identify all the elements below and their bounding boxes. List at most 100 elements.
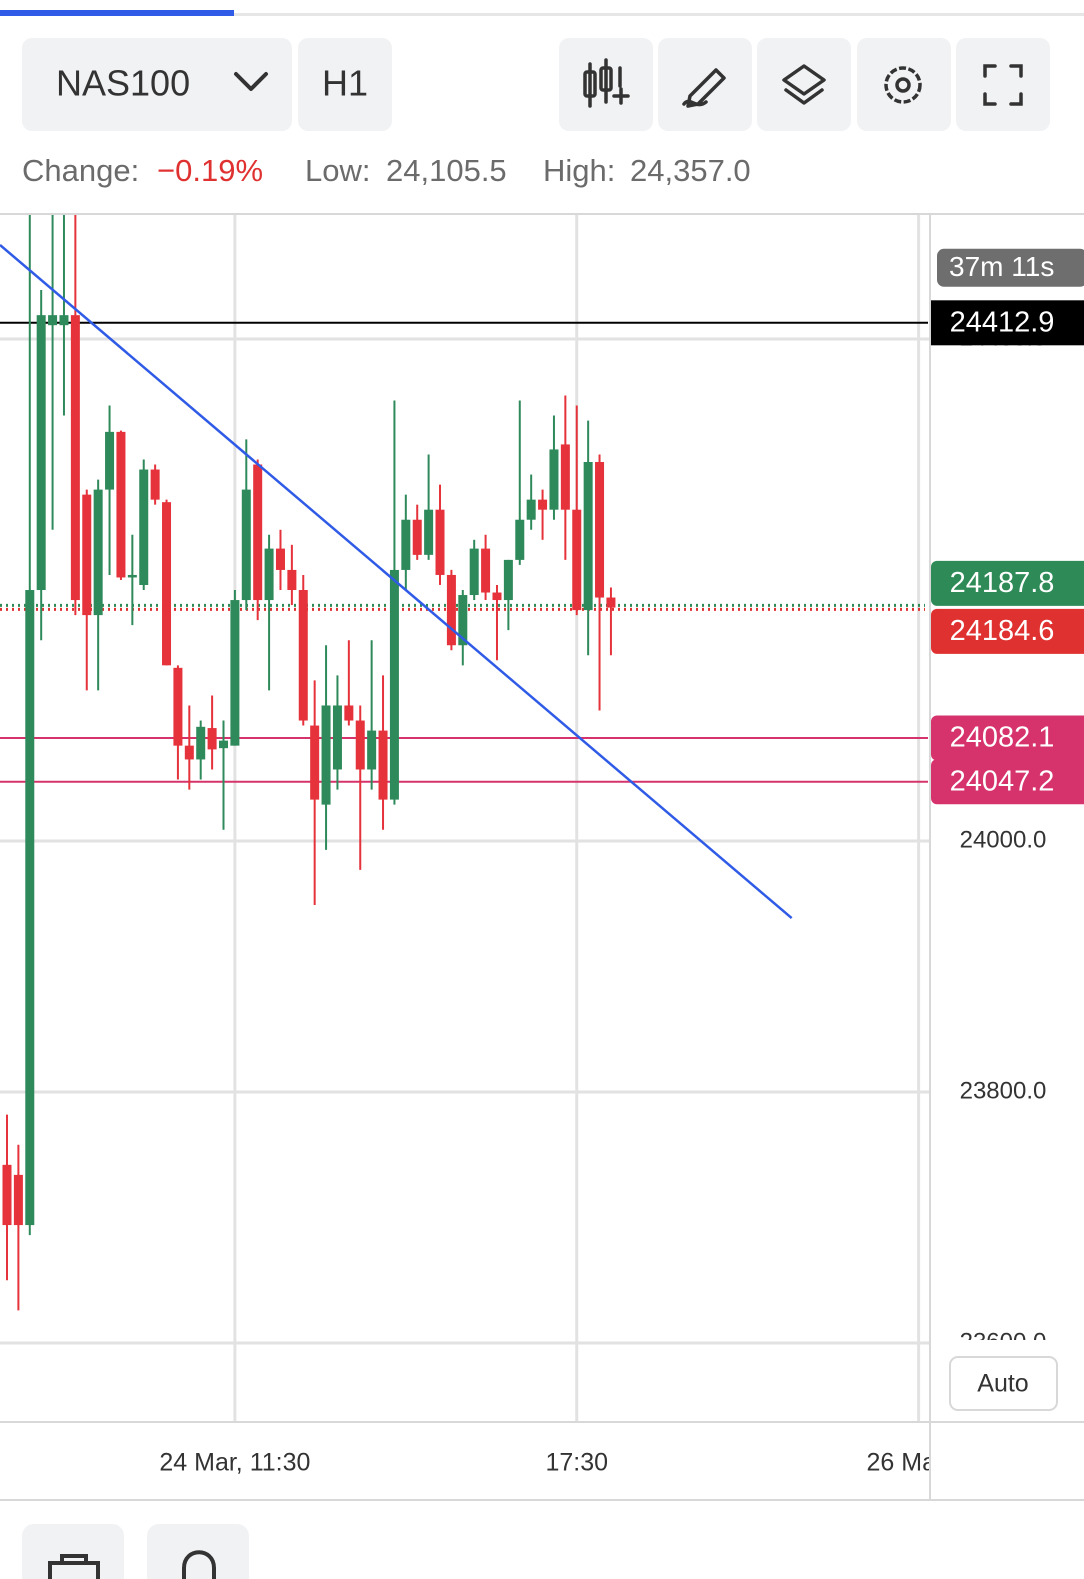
draw-button[interactable]	[658, 38, 752, 131]
grid	[0, 215, 930, 1422]
candle-body	[424, 509, 434, 555]
stat-value: 24,357.0	[630, 153, 751, 188]
candle-body	[162, 502, 172, 666]
candle-body	[515, 519, 525, 560]
symbol: NAS100	[56, 63, 190, 104]
pen-icon	[682, 68, 726, 108]
fullscreen-icon	[983, 64, 1023, 106]
candle-body	[595, 461, 605, 598]
price-tag	[931, 759, 1084, 805]
timeframe: H1	[322, 63, 368, 104]
x-tick-label: 17:30	[545, 1449, 608, 1477]
stat-label: High:	[543, 153, 615, 188]
layers-icon	[782, 64, 826, 105]
gear-icon	[884, 66, 922, 104]
candle-body	[355, 720, 365, 770]
layers-button[interactable]	[757, 38, 851, 131]
alerts-button[interactable]	[147, 1524, 249, 1579]
price-tag-label: 24184.6	[950, 615, 1055, 647]
candle-body	[503, 559, 513, 601]
candle-body	[241, 489, 251, 601]
chevron-icon	[234, 72, 268, 91]
candle-body	[344, 705, 354, 721]
price-tag-label: 24082.1	[950, 722, 1055, 754]
candle-body	[492, 592, 502, 601]
button-bg	[298, 38, 392, 131]
candle-body	[549, 449, 559, 510]
candle-body	[184, 745, 194, 760]
countdown-label: 37m 11s	[949, 251, 1054, 282]
settings-button[interactable]	[857, 38, 951, 131]
candle-body	[332, 705, 342, 770]
price-tag	[931, 560, 1084, 606]
button-bg	[22, 1524, 124, 1579]
candle-body	[196, 726, 206, 760]
plot-area	[0, 215, 928, 1311]
candle-body	[560, 444, 570, 510]
candle-body	[93, 489, 103, 616]
time-axis: 24 Mar, 11:30 17:30 26 Mar, 2	[159, 1449, 970, 1477]
candle-body	[606, 597, 616, 608]
candle-body	[2, 1164, 12, 1226]
candle-body	[36, 315, 46, 591]
candle-body	[82, 494, 92, 616]
auto-label: Auto	[977, 1370, 1028, 1398]
candle-body	[321, 705, 331, 805]
indicators-button[interactable]	[559, 38, 653, 131]
button-bg	[757, 38, 851, 131]
x-tick-label: 26 Mar, 2	[866, 1449, 970, 1477]
stat-value: −0.19%	[157, 153, 263, 188]
candle-body	[298, 590, 308, 721]
candle-body	[538, 499, 548, 510]
candle-body	[13, 1174, 23, 1226]
candle-body	[572, 509, 582, 611]
candle-body	[230, 600, 240, 746]
fullscreen-button[interactable]	[956, 38, 1050, 131]
candle-body	[401, 519, 411, 570]
candle-body	[25, 590, 35, 1226]
symbol-selector[interactable]: NAS100	[22, 38, 292, 131]
candle-body	[583, 461, 593, 611]
price-tag	[931, 300, 1084, 346]
price-tags: 24412.9 24187.8 24184.6 24082.1 24047.2 37m 1…	[931, 248, 1084, 805]
candle-body	[127, 574, 137, 578]
button-bg	[956, 38, 1050, 131]
stat-label: Low:	[305, 153, 370, 188]
candle-body	[275, 548, 285, 570]
candle-body	[253, 464, 263, 601]
button-bg	[658, 38, 752, 131]
candle-body	[139, 469, 149, 585]
candle-body	[310, 725, 320, 800]
x-tick-label: 24 Mar, 11:30	[159, 1449, 310, 1477]
price-tag	[931, 608, 1084, 654]
progress-bar	[0, 10, 234, 16]
countdown-tag	[937, 248, 1084, 287]
y-tick-label: 23800.0	[960, 1077, 1047, 1104]
briefcase-icon	[48, 1554, 100, 1579]
price-tag-label: 24412.9	[950, 306, 1055, 338]
portfolio-button[interactable]	[22, 1524, 124, 1579]
progress-track	[0, 13, 1084, 16]
stat-label: Change:	[22, 153, 139, 188]
candle-body	[458, 595, 468, 646]
indicators-icon	[583, 58, 630, 108]
candle-body	[526, 499, 536, 520]
candle-body	[150, 469, 160, 500]
gear-icon-center	[895, 77, 911, 93]
price-tag-label: 24047.2	[950, 765, 1055, 797]
trendline	[0, 244, 793, 920]
timeframe-button[interactable]: H1	[298, 38, 392, 131]
candle-body	[173, 667, 183, 746]
candle-body	[469, 548, 479, 596]
bell-icon	[182, 1550, 216, 1579]
candle-body	[105, 431, 115, 490]
button-bg	[949, 1356, 1058, 1411]
candle-body	[481, 548, 491, 593]
candle-body	[70, 315, 80, 601]
candle-body	[219, 740, 229, 749]
auto-scale-button[interactable]: Auto	[949, 1356, 1058, 1411]
price-tag-label: 24187.8	[950, 567, 1055, 599]
candle-body	[435, 509, 445, 575]
price-tag	[931, 715, 1084, 761]
